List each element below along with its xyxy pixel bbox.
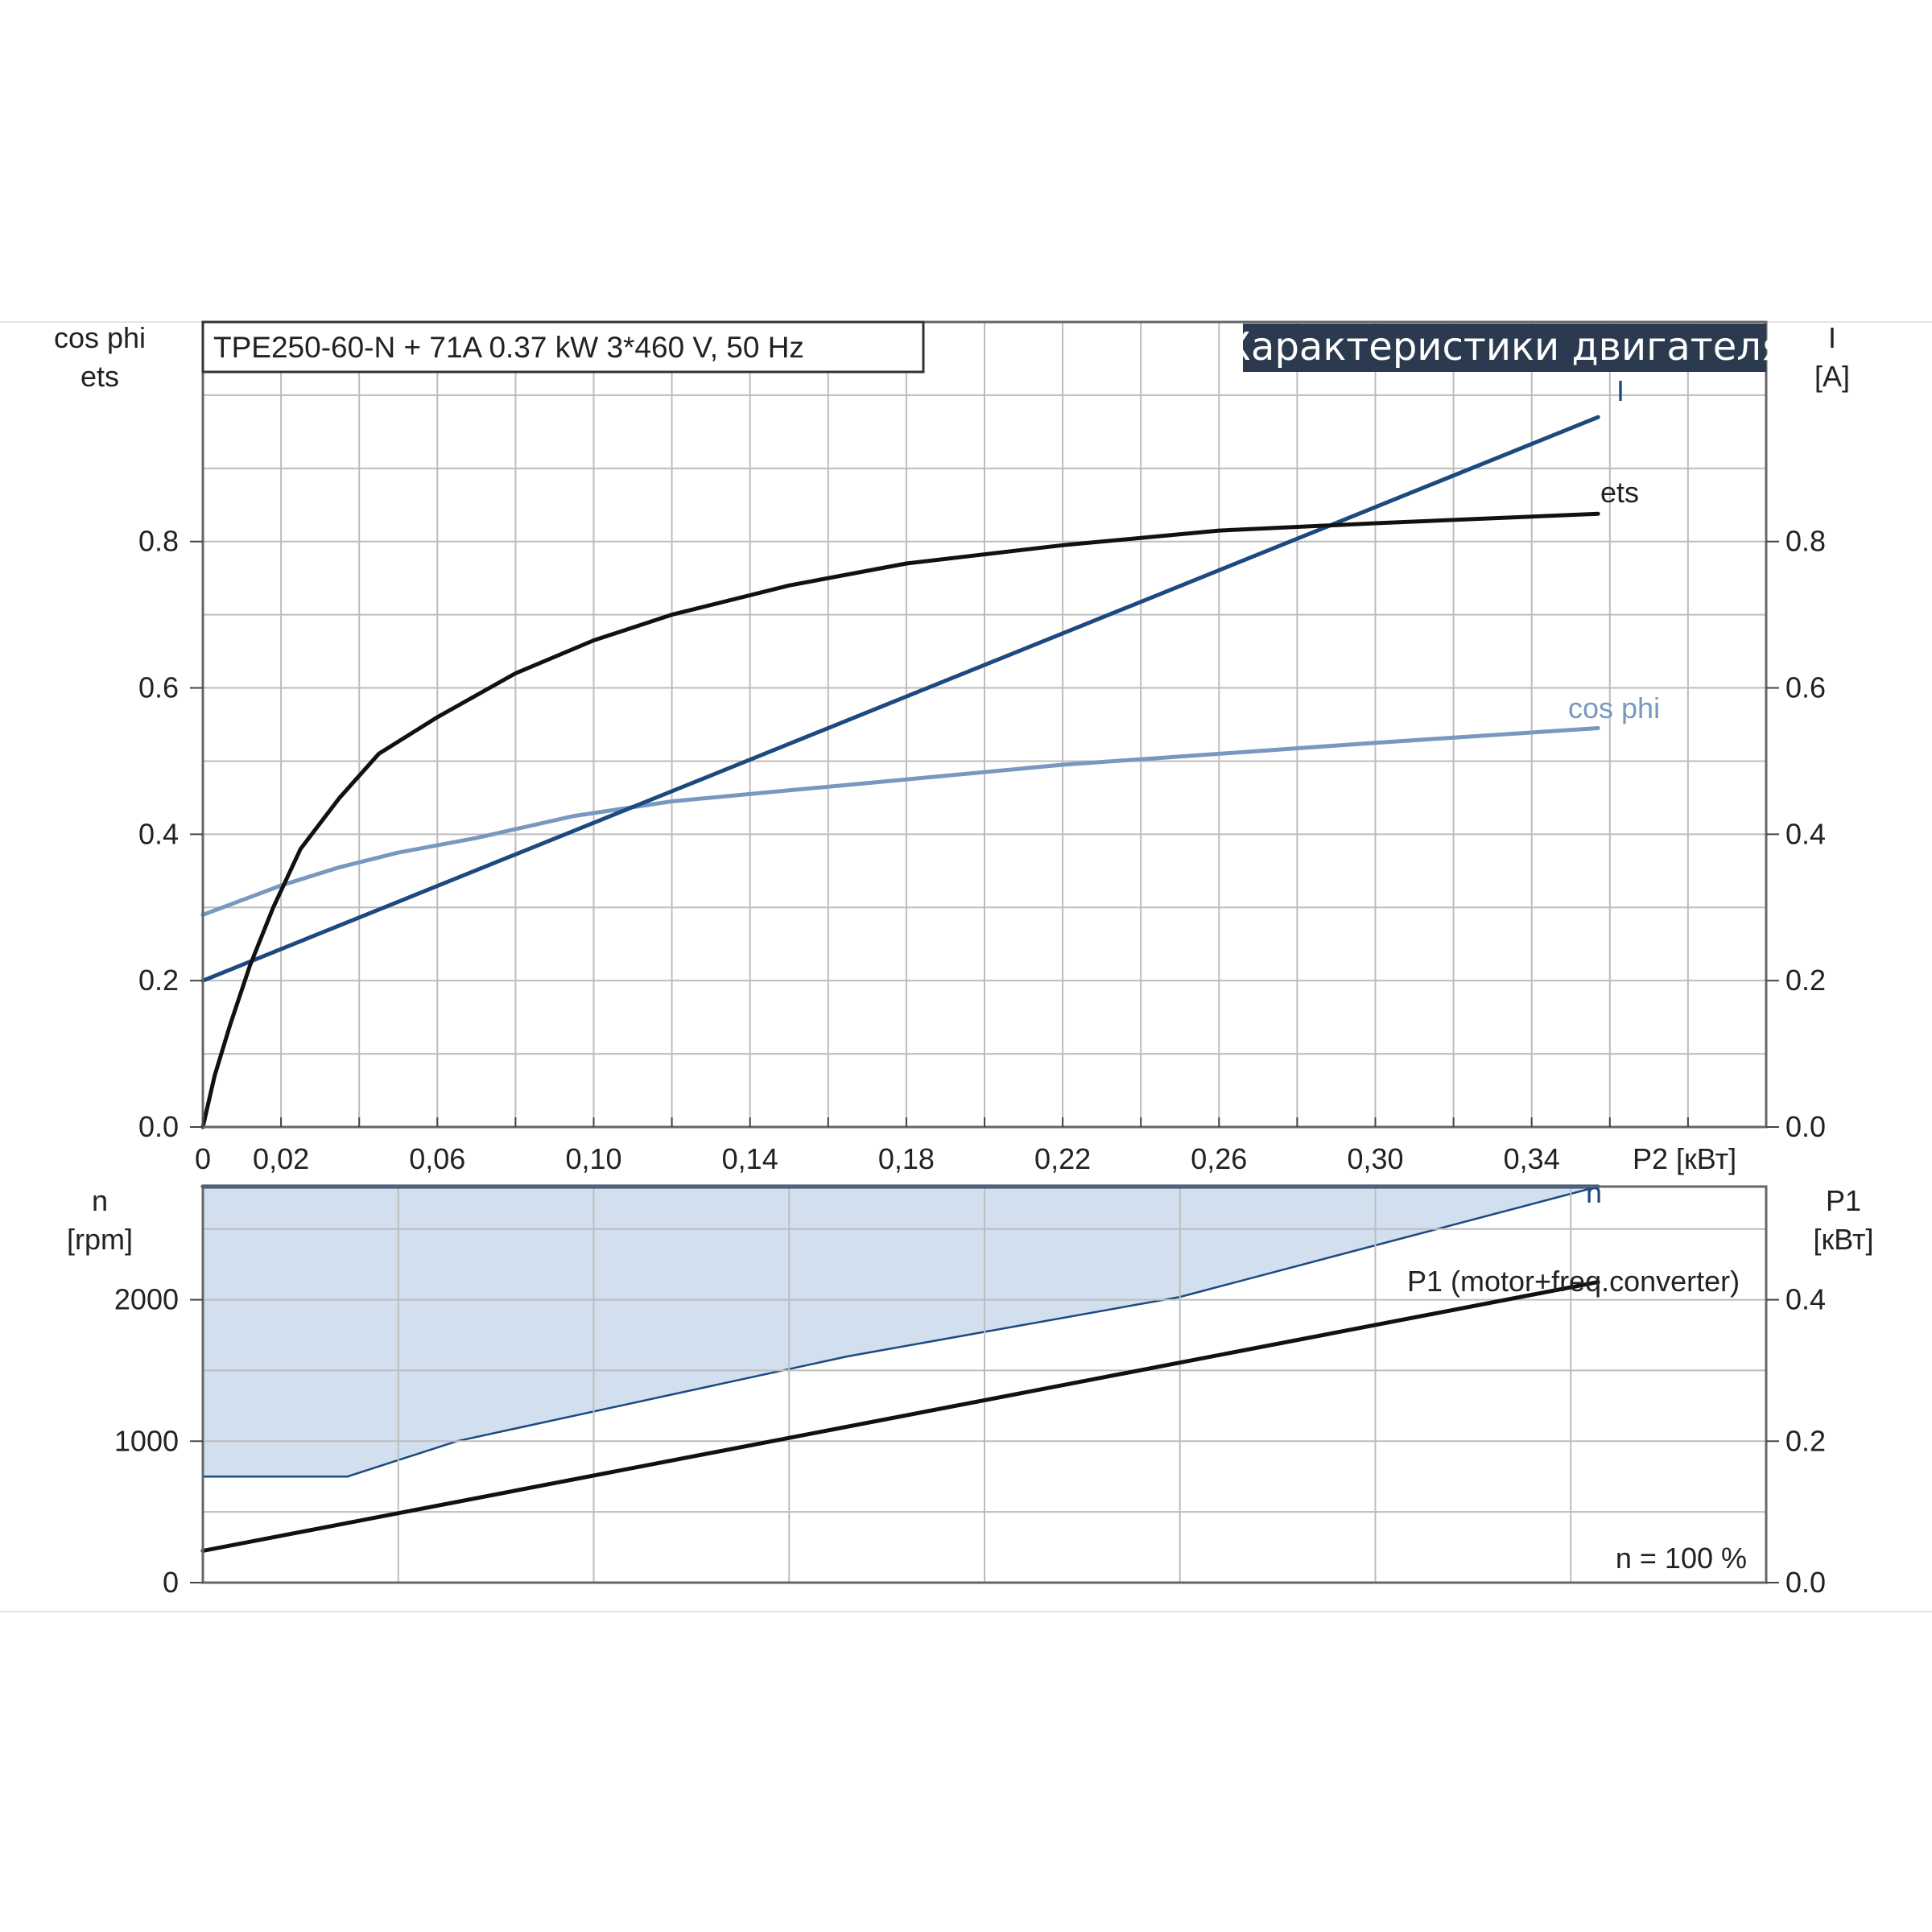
top-y-right-tick-label: 0.0 [1785,1110,1826,1143]
top-y-right-tick-label: 0.2 [1785,964,1826,997]
top-y-left-tick-label: 0.2 [138,964,179,997]
series-p1-motor-freq-converter-line [200,1280,1600,1553]
bottom-y-left-tick-label: 2000 [114,1283,179,1316]
bottom-y-right-tick-label: 0.2 [1785,1424,1826,1457]
top-x-tick-label: 0,10 [565,1142,621,1175]
bottom-right-axis-title-line1: P1 [1826,1184,1861,1217]
left-axis-title-line2: ets [80,360,119,393]
top-y-right-tick-label: 0.4 [1785,817,1826,850]
series-label-I: I [1616,374,1624,407]
bottom-axis-ticks: 0 1000 2000 0.0 0.2 0.4 [114,1283,1826,1599]
chart-title: Характеристики двигателя [1224,324,1785,369]
top-y-right-tick-label: 0.8 [1785,525,1826,558]
speed-power-plot: 0 1000 2000 0.0 0.2 0.4 n [rpm] P1 [кВт] n P1… [67,1176,1874,1599]
series-label-cos-phi: cos phi [1568,691,1660,724]
series-label-P1: P1 (motor+freq.converter) [1407,1265,1740,1298]
top-y-left-tick-label: 0.4 [138,817,179,850]
series-label-n: n [1586,1176,1602,1209]
top-x-tick-label: 0,06 [409,1142,465,1175]
top-y-right-tick-label: 0.6 [1785,671,1826,704]
top-x-tick-label: 0,22 [1034,1142,1091,1175]
bottom-y-left-tick-label: 0 [163,1566,179,1599]
top-y-left-tick-label: 0.6 [138,671,179,704]
top-y-left-tick-label: 0.0 [138,1110,179,1143]
series-i-line [200,415,1600,983]
bottom-y-left-tick-label: 1000 [114,1424,179,1457]
top-series-layer [200,415,1600,1129]
title-box [1243,324,1766,372]
bottom-plot-frame [201,1185,1768,1584]
top-x-tick-label: 0,18 [878,1142,935,1175]
top-y-left-tick-label: 0.8 [138,525,179,558]
left-axis-title-line1: cos phi [54,321,146,354]
speed-range-fill [203,1187,1599,1477]
bottom-right-axis-title-line2: [кВт] [1813,1223,1873,1256]
info-text: TPE250-60-N + 71A 0.37 kW 3*460 V, 50 Hz [213,331,804,364]
top-x-tick-label: 0,02 [253,1142,309,1175]
speed-range-lower-edge [203,1185,1599,1478]
electrical-characteristics-plot: 0 0,02 0,06 0,10 0,14 0,18 0,22 0,26 0,30 0,34 0.0… [54,320,1850,1175]
right-axis-title-line2: [A] [1814,360,1850,393]
info-box [201,320,925,374]
speed-annotation: n = 100 % [1616,1542,1747,1575]
top-x-tick-label: 0,14 [722,1142,778,1175]
right-axis-title-line1: I [1828,321,1836,354]
bottom-left-axis-title-line2: [rpm] [67,1223,133,1256]
top-axis-ticks: 0 0,02 0,06 0,10 0,14 0,18 0,22 0,26 0,30 0,34 0.0… [138,525,1826,1175]
top-x-tick-label: 0,26 [1191,1142,1247,1175]
series-cos-phi-line [200,726,1600,917]
speed-range-area [203,1185,1599,1478]
bottom-y-right-tick-label: 0.4 [1785,1283,1826,1316]
bottom-y-right-tick-label: 0.0 [1785,1566,1826,1599]
bottom-left-axis-title-line1: n [92,1184,108,1217]
top-grid [203,322,1766,1127]
top-x-tick-label: 0,34 [1504,1142,1560,1175]
series-label-ets: ets [1600,476,1639,509]
series-ets-line [200,511,1600,1129]
top-x-tick-label: 0 [195,1142,211,1175]
top-x-tick-label: 0,30 [1347,1142,1403,1175]
x-axis-title: P2 [кВт] [1633,1142,1736,1175]
bottom-grid [203,1187,1766,1583]
